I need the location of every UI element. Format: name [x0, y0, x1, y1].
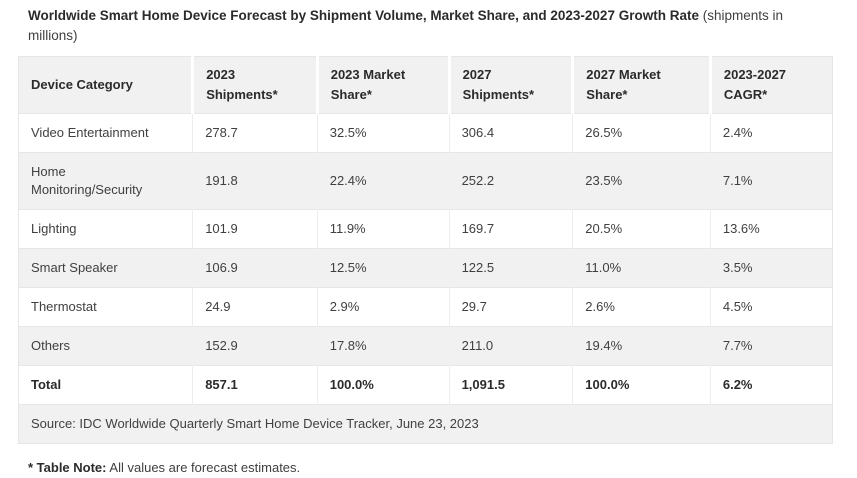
cell-cagr: 2.4%: [709, 113, 833, 153]
cell-cagr: 6.2%: [709, 365, 833, 405]
table-row-total: Total 857.1 100.0% 1,091.5 100.0% 6.2%: [18, 365, 833, 405]
cell-category: Smart Speaker: [18, 248, 193, 288]
cell-category: Thermostat: [18, 287, 193, 327]
cell-2023-share: 2.9%: [316, 287, 450, 327]
cell-2027-shipments: 29.7: [448, 287, 573, 327]
cell-2023-shipments: 191.8: [192, 152, 318, 210]
cell-2027-shipments: 252.2: [448, 152, 573, 210]
cell-2027-share: 23.5%: [572, 152, 711, 210]
cell-2023-share: 100.0%: [316, 365, 450, 405]
cell-2023-shipments: 24.9: [192, 287, 318, 327]
cell-2023-share: 11.9%: [316, 209, 450, 249]
cell-2027-share: 20.5%: [572, 209, 711, 249]
cell-2023-share: 22.4%: [316, 152, 450, 210]
cell-2027-share: 19.4%: [572, 326, 711, 366]
cell-cagr: 4.5%: [709, 287, 833, 327]
cell-category: Total: [18, 365, 193, 405]
col-header-2027-shipments: 2027 Shipments*: [447, 56, 573, 114]
table-note-text: All values are forecast estimates.: [109, 460, 301, 475]
page-title-units: (shipments in millions): [28, 8, 784, 43]
table-row-lighting: Lighting 101.9 11.9% 169.7 20.5% 13.6%: [18, 209, 833, 249]
cell-2027-shipments: 169.7: [448, 209, 573, 249]
cell-2023-shipments: 278.7: [192, 113, 318, 153]
cell-2027-shipments: 306.4: [448, 113, 573, 153]
cell-2027-shipments: 122.5: [448, 248, 573, 288]
forecast-table: Device Category 2023 Shipments* 2023 Mar…: [18, 56, 833, 444]
table-note-label: * Table Note:: [28, 460, 107, 475]
table-row-video-entertainment: Video Entertainment 278.7 32.5% 306.4 26…: [18, 113, 833, 153]
cell-2023-shipments: 857.1: [192, 365, 318, 405]
source-text: Source: IDC Worldwide Quarterly Smart Ho…: [18, 404, 833, 444]
cell-cagr: 7.1%: [709, 152, 833, 210]
page-title: Worldwide Smart Home Device Forecast by …: [28, 6, 828, 46]
cell-category: Lighting: [18, 209, 193, 249]
cell-2023-shipments: 152.9: [192, 326, 318, 366]
cell-2027-share: 2.6%: [572, 287, 711, 327]
cell-category: Others: [18, 326, 193, 366]
cell-2023-share: 17.8%: [316, 326, 450, 366]
col-header-2027-market-share: 2027 Market Share*: [571, 56, 711, 114]
col-header-cagr: 2023-2027 CAGR*: [708, 56, 833, 114]
table-note: * Table Note: All values are forecast es…: [28, 460, 833, 475]
table-row-thermostat: Thermostat 24.9 2.9% 29.7 2.6% 4.5%: [18, 287, 833, 327]
cell-2027-share: 26.5%: [572, 113, 711, 153]
cell-2027-share: 11.0%: [572, 248, 711, 288]
cell-category: Video Entertainment: [18, 113, 193, 153]
cell-2027-shipments: 1,091.5: [448, 365, 573, 405]
cell-category: Home Monitoring/Security: [18, 152, 193, 210]
cell-2027-shipments: 211.0: [448, 326, 573, 366]
col-header-2023-shipments: 2023 Shipments*: [191, 56, 318, 114]
col-header-2023-market-share: 2023 Market Share*: [315, 56, 450, 114]
source-row: Source: IDC Worldwide Quarterly Smart Ho…: [18, 404, 833, 444]
cell-cagr: 3.5%: [709, 248, 833, 288]
table-row-home-monitoring-security: Home Monitoring/Security 191.8 22.4% 252…: [18, 152, 833, 210]
cell-2027-share: 100.0%: [572, 365, 711, 405]
cell-2023-share: 32.5%: [316, 113, 450, 153]
page-title-bold: Worldwide Smart Home Device Forecast by …: [28, 8, 699, 23]
cell-2023-share: 12.5%: [316, 248, 450, 288]
col-header-device-category: Device Category: [18, 56, 193, 114]
table-row-others: Others 152.9 17.8% 211.0 19.4% 7.7%: [18, 326, 833, 366]
cell-cagr: 13.6%: [709, 209, 833, 249]
cell-2023-shipments: 106.9: [192, 248, 318, 288]
cell-cagr: 7.7%: [709, 326, 833, 366]
cell-2023-shipments: 101.9: [192, 209, 318, 249]
header-row: Device Category 2023 Shipments* 2023 Mar…: [18, 56, 833, 114]
table-row-smart-speaker: Smart Speaker 106.9 12.5% 122.5 11.0% 3.…: [18, 248, 833, 288]
